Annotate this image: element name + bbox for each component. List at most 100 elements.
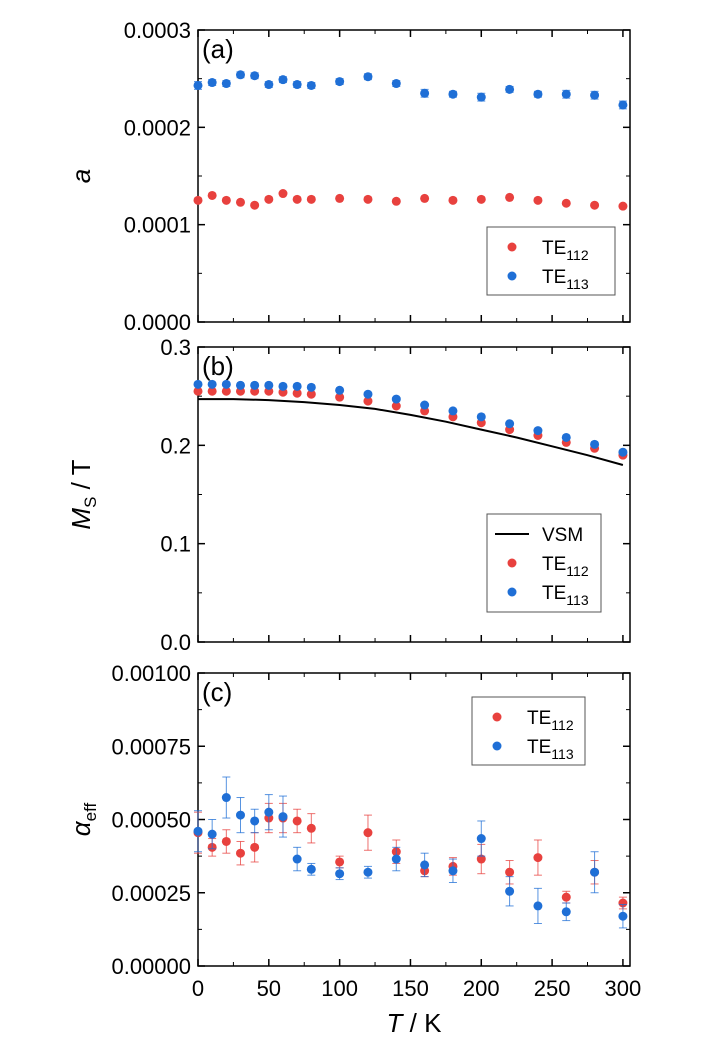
data-point-te113	[618, 447, 628, 457]
y-tick-label: 0.0	[160, 630, 191, 655]
x-tick-label: 150	[392, 976, 429, 1001]
data-point-te112	[264, 194, 274, 204]
data-point-te113	[363, 72, 373, 82]
data-point-te113	[207, 379, 217, 389]
x-axis-title: T / K	[387, 1008, 443, 1038]
data-point-te113	[306, 80, 316, 90]
data-point-te112	[292, 388, 302, 398]
data-point-te112	[250, 200, 260, 210]
data-point-te113	[292, 381, 302, 391]
panel-label: (b)	[202, 351, 234, 381]
data-point-te112	[505, 867, 515, 877]
data-point-te113	[278, 75, 288, 85]
data-point-te113	[561, 89, 571, 99]
data-point-te113	[448, 406, 458, 416]
data-point-te112	[533, 195, 543, 205]
data-point-te113	[505, 84, 515, 94]
x-tick-label: 250	[534, 976, 571, 1001]
data-point-te112	[420, 193, 430, 203]
data-point-te112	[391, 196, 401, 206]
data-point-te113	[391, 394, 401, 404]
data-point-te112	[505, 192, 515, 202]
data-point-te112	[335, 857, 345, 867]
data-point-te113	[306, 382, 316, 392]
x-tick-label: 100	[321, 976, 358, 1001]
data-point-te112	[292, 816, 302, 826]
data-point-te113	[264, 80, 274, 90]
data-point-te112	[335, 193, 345, 203]
data-point-te112	[533, 853, 543, 863]
data-point-te112	[207, 386, 217, 396]
data-point-te113	[561, 907, 571, 917]
legend-marker-te112	[492, 712, 502, 722]
data-point-te113	[207, 78, 217, 88]
y-tick-label: 0.00100	[111, 661, 191, 686]
data-point-te113	[264, 807, 274, 817]
data-point-te113	[250, 380, 260, 390]
legend-marker-te112	[507, 242, 517, 252]
data-point-te112	[618, 898, 628, 908]
legend-box	[486, 513, 602, 613]
x-tick-label: 200	[463, 976, 500, 1001]
data-point-te112	[278, 189, 288, 199]
data-point-te113	[505, 419, 515, 429]
data-point-te113	[448, 89, 458, 99]
data-point-te113	[193, 379, 203, 389]
data-point-te113	[235, 380, 245, 390]
data-point-te112	[448, 195, 458, 205]
legend-label-te113: TE113	[542, 583, 589, 608]
data-point-te113	[221, 379, 231, 389]
y-tick-label: 0.0003	[124, 18, 191, 43]
data-point-te113	[561, 432, 571, 442]
data-point-te113	[448, 866, 458, 876]
data-point-te113	[235, 70, 245, 80]
legend-box	[486, 226, 616, 296]
y-tick-label: 0.0002	[124, 115, 191, 140]
legend-label-te112: TE112	[542, 554, 589, 579]
y-tick-label: 0.3	[160, 335, 191, 360]
y-tick-label: 0.00075	[111, 734, 191, 759]
legend-label-te113: TE113	[527, 737, 574, 762]
data-point-te112	[221, 386, 231, 396]
data-point-te112	[306, 823, 316, 833]
data-point-te113	[420, 88, 430, 98]
data-point-te112	[207, 190, 217, 200]
data-point-te113	[505, 886, 515, 896]
panel-a: 0.0000 0.0001 0.0002 0.0003 (a) a TE112 TE113	[66, 18, 631, 335]
panel-c: 0.00000 0.00025 0.00050 0.00075 0.00100 0 50 10…	[66, 661, 641, 1038]
y-tick-label: 0.0001	[124, 213, 191, 238]
series-te113	[193, 70, 628, 110]
data-point-te112	[292, 194, 302, 204]
data-point-te113	[221, 79, 231, 89]
x-tick-label: 0	[192, 976, 204, 1001]
data-point-te113	[250, 816, 260, 826]
y-tick-label: 0.00050	[111, 808, 191, 833]
y-tick-label: 0.00000	[111, 954, 191, 979]
data-point-te113	[278, 381, 288, 391]
data-point-te113	[391, 79, 401, 89]
y-tick-label: 0.1	[160, 532, 191, 557]
data-point-te113	[618, 911, 628, 921]
data-point-te112	[561, 198, 571, 208]
data-point-te113	[590, 867, 600, 877]
data-point-te113	[335, 869, 345, 879]
y-tick-label: 0.2	[160, 433, 191, 458]
data-point-te112	[193, 386, 203, 396]
data-point-te113	[363, 389, 373, 399]
data-point-te112	[235, 848, 245, 858]
legend-label-vsm: VSM	[542, 525, 583, 546]
vsm-line	[198, 398, 624, 466]
data-point-te113	[278, 812, 288, 822]
legend-marker-te113	[507, 587, 517, 597]
legend-label-te112: TE112	[527, 708, 574, 733]
data-point-te113	[533, 901, 543, 911]
data-point-te113	[476, 92, 486, 102]
data-point-te113	[292, 854, 302, 864]
data-point-te113	[590, 439, 600, 449]
data-point-te112	[476, 194, 486, 204]
data-point-te113	[618, 100, 628, 110]
data-point-te113	[476, 834, 486, 844]
data-point-te113	[264, 380, 274, 390]
data-point-te113	[207, 829, 217, 839]
